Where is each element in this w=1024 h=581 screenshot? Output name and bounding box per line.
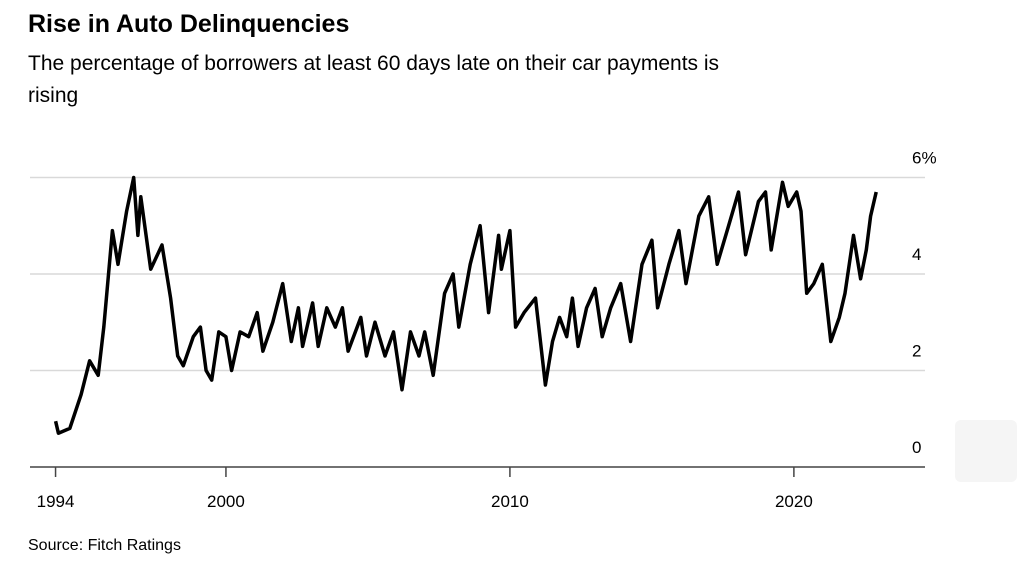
y-tick-label: 4 [912,245,921,264]
x-tick-label: 2010 [491,492,529,511]
y-tick-label: 2 [912,341,921,360]
y-tick-label: 0 [912,438,921,457]
chart-subtitle: The percentage of borrowers at least 60 … [28,52,719,75]
chart-subtitle: rising [28,84,78,107]
y-tick-label: 6% [912,148,937,167]
data-line [53,175,878,435]
overlay-box [955,420,1017,482]
chart-title: Rise in Auto Delinquencies [28,10,349,38]
x-tick-label: 2000 [207,492,245,511]
x-tick-label: 1994 [37,492,75,511]
source: Source: Fitch Ratings [28,537,181,554]
x-tick-label: 2020 [775,492,813,511]
